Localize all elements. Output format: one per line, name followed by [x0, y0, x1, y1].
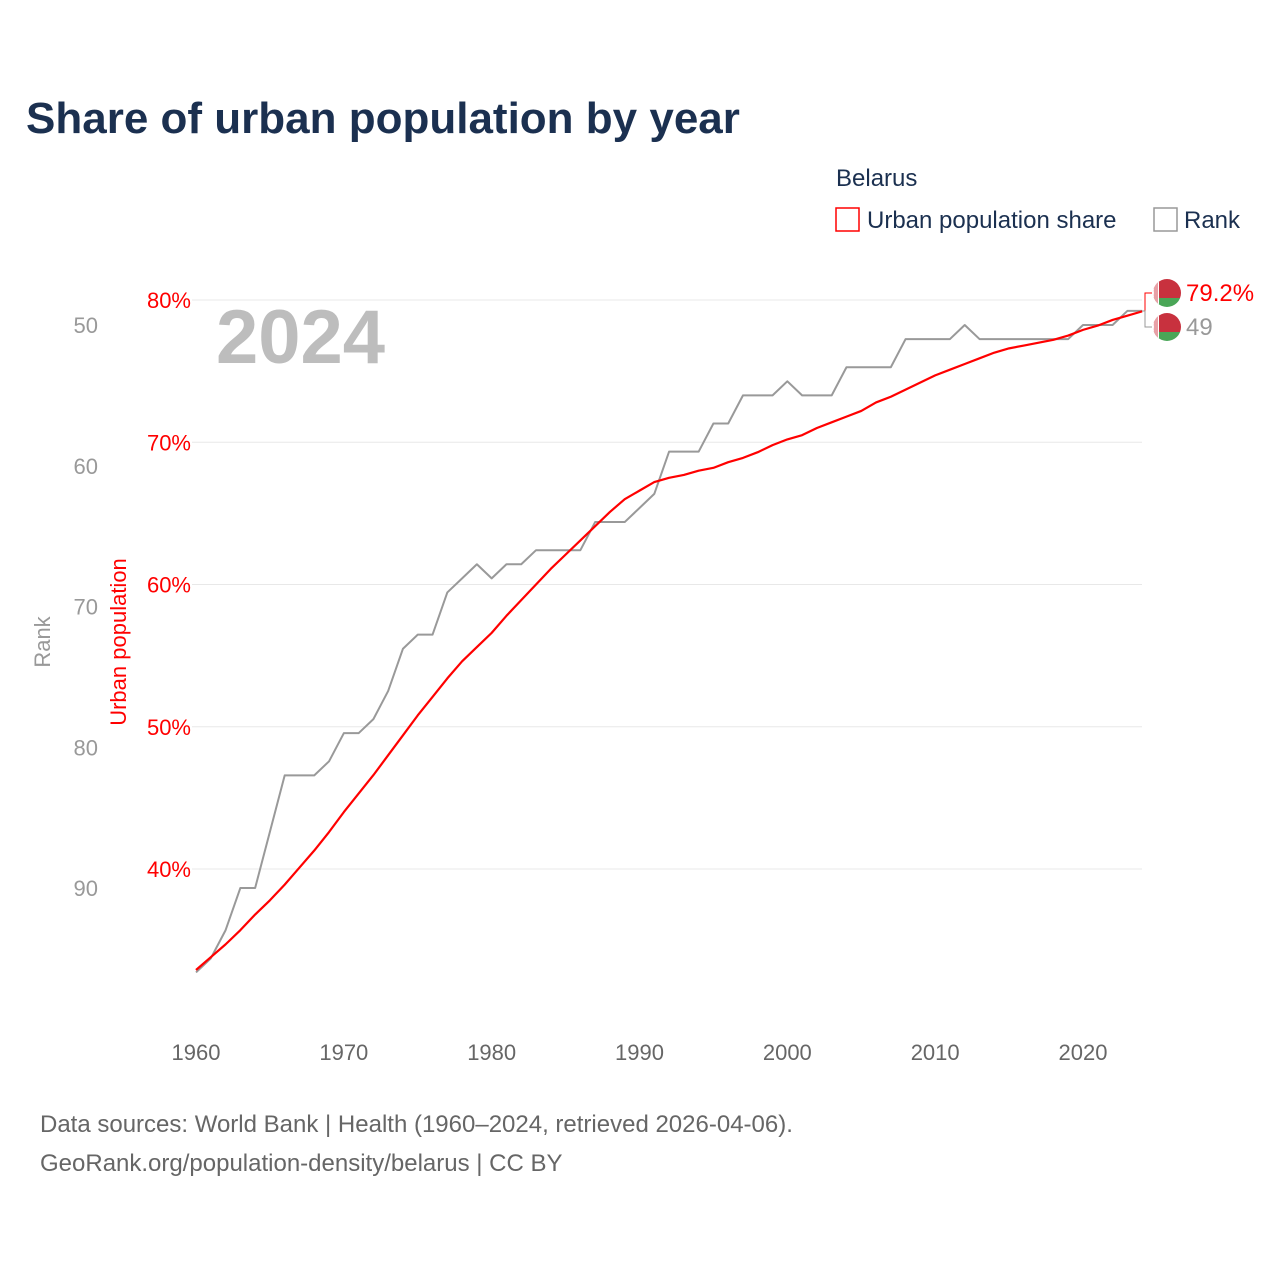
x-tick-label: 1990 — [615, 1040, 664, 1065]
urban-axis: 80% 70% 60% 50% 40% — [147, 288, 191, 882]
end-markers: 79.2% 49 — [1142, 279, 1254, 341]
legend-swatch-rank — [1153, 207, 1178, 232]
x-tick-label: 2000 — [763, 1040, 812, 1065]
x-tick-label: 1980 — [467, 1040, 516, 1065]
urban-axis-title: Urban population — [106, 558, 131, 726]
belarus-flag-icon — [1153, 279, 1181, 307]
rank-axis: 50 60 70 80 90 — [74, 313, 98, 901]
rank-axis-title: Rank — [30, 615, 55, 667]
legend-item-rank[interactable]: Rank — [1153, 207, 1241, 234]
rank-end-label: 49 — [1186, 314, 1213, 341]
year-watermark: 2024 — [216, 295, 385, 380]
rank-line — [195, 309, 1143, 974]
x-tick-label: 1960 — [172, 1040, 221, 1065]
rank-tick-label: 70 — [74, 595, 98, 620]
x-tick-label: 1970 — [319, 1040, 368, 1065]
series-lines — [195, 309, 1143, 974]
urban-tick-label: 60% — [147, 573, 191, 598]
urban-share-line — [195, 310, 1143, 971]
legend-swatch-urban — [835, 207, 860, 232]
gridlines — [192, 299, 1142, 870]
urban-tick-label: 50% — [147, 715, 191, 740]
rank-tick-label: 50 — [74, 313, 98, 338]
footer-sources: Data sources: World Bank | Health (1960–… — [40, 1111, 793, 1138]
legend-label-rank: Rank — [1184, 207, 1241, 234]
x-axis: 1960 1970 1980 1990 2000 2010 2020 — [172, 1040, 1108, 1065]
chart-title: Share of urban population by year — [26, 94, 740, 143]
urban-tick-label: 40% — [147, 857, 191, 882]
legend-label-urban: Urban population share — [867, 207, 1117, 234]
rank-tick-label: 60 — [74, 454, 98, 479]
x-tick-label: 2020 — [1059, 1040, 1108, 1065]
legend-item-urban[interactable]: Urban population share — [835, 207, 1117, 234]
legend: Belarus Urban population share Rank — [835, 165, 1241, 234]
belarus-flag-icon — [1153, 313, 1181, 341]
urban-end-connector — [1142, 292, 1152, 312]
urban-tick-label: 80% — [147, 288, 191, 313]
urban-tick-label: 70% — [147, 430, 191, 455]
rank-end-connector — [1142, 310, 1152, 328]
urban-end-label: 79.2% — [1186, 280, 1254, 307]
rank-tick-label: 90 — [74, 876, 98, 901]
x-tick-label: 2010 — [911, 1040, 960, 1065]
legend-group-title: Belarus — [836, 165, 917, 192]
footer-link[interactable]: GeoRank.org/population-density/belarus |… — [40, 1150, 563, 1177]
rank-tick-label: 80 — [74, 735, 98, 760]
